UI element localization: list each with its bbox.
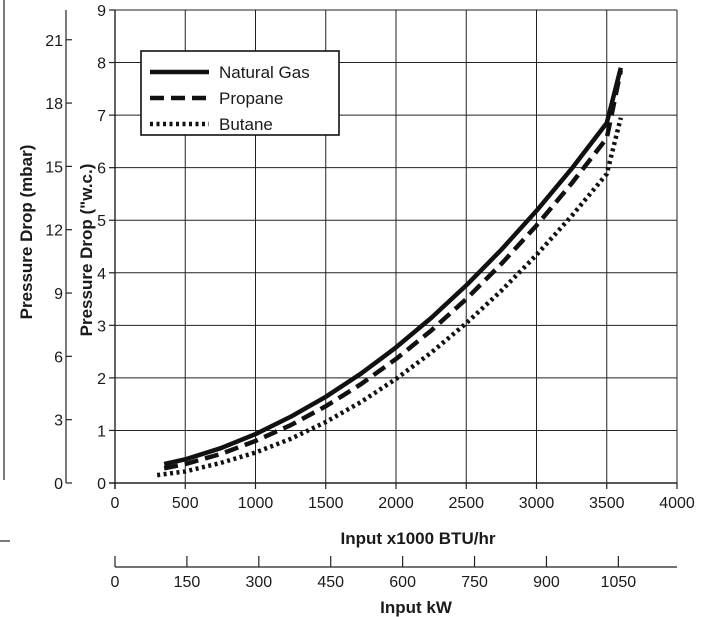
x-tick-label: 500 (172, 495, 199, 512)
kw-tick-label: 150 (174, 574, 201, 591)
x-tick-label: 3500 (589, 495, 625, 512)
kw-axis: 0 150 300 450 600 750 900 1050 (111, 556, 677, 591)
x-tick-label: 0 (111, 495, 120, 512)
x-tick-label: 1500 (308, 495, 344, 512)
legend: Natural Gas Propane Butane (140, 50, 340, 136)
kw-tick-label: 1050 (601, 574, 637, 591)
x-axis-label: Input x1000 BTU/hr (341, 529, 496, 548)
kw-tick-label: 0 (111, 574, 120, 591)
y-tick-label: 5 (97, 213, 106, 230)
y-tick-label: 8 (97, 56, 106, 73)
legend-label: Natural Gas (219, 63, 310, 82)
kw-tick-label: 450 (317, 574, 344, 591)
series-line-butane (156, 117, 623, 478)
series-line-propane (163, 69, 624, 471)
mbar-tick-label: 6 (54, 349, 63, 366)
series-lines (156, 67, 624, 478)
y-axis-label: Pressure Drop ("w.c.) (77, 164, 96, 337)
kw-tick-label: 750 (461, 574, 488, 591)
mbar-tick-label: 9 (54, 286, 63, 303)
x-axis: 0 500 1000 1500 2000 2500 3000 3500 4000 (109, 482, 695, 512)
y-tick-label: 1 (97, 423, 106, 440)
x-tick-label: 4000 (659, 495, 695, 512)
y-axis-secondary-label: Pressure Drop (mbar) (17, 145, 36, 320)
mbar-tick-label: 18 (45, 96, 63, 113)
x-axis-secondary-label: Input kW (380, 598, 453, 617)
mbar-tick-label: 3 (54, 413, 63, 430)
y-tick-label: 2 (97, 371, 106, 388)
kw-tick-label: 600 (389, 574, 416, 591)
y-axis: 1 2 3 4 5 6 7 8 9 0 (97, 3, 116, 493)
x-tick-label: 3000 (519, 495, 555, 512)
legend-box (140, 50, 340, 136)
kw-tick-label: 900 (533, 574, 560, 591)
y-tick-label: 4 (97, 266, 106, 283)
mbar-tick-label: 0 (54, 476, 63, 493)
x-tick-label: 1000 (238, 495, 274, 512)
x-tick-label: 2500 (448, 495, 484, 512)
y-tick-label: 9 (97, 3, 106, 20)
mbar-tick-label: 12 (45, 223, 63, 240)
kw-tick-label: 300 (245, 574, 272, 591)
y-tick-label: 6 (97, 161, 106, 178)
legend-label: Butane (219, 115, 273, 134)
mbar-tick-label: 15 (45, 159, 63, 176)
y-tick-label: 0 (97, 476, 106, 493)
x-tick-label: 2000 (378, 495, 414, 512)
y-tick-label: 7 (97, 108, 106, 125)
mbar-axis: 0 3 6 9 12 15 18 21 (0, 0, 72, 542)
legend-label: Propane (219, 89, 283, 108)
mbar-tick-label: 21 (45, 33, 63, 50)
series-line-natural-gas (163, 67, 623, 467)
y-tick-label: 3 (97, 318, 106, 335)
